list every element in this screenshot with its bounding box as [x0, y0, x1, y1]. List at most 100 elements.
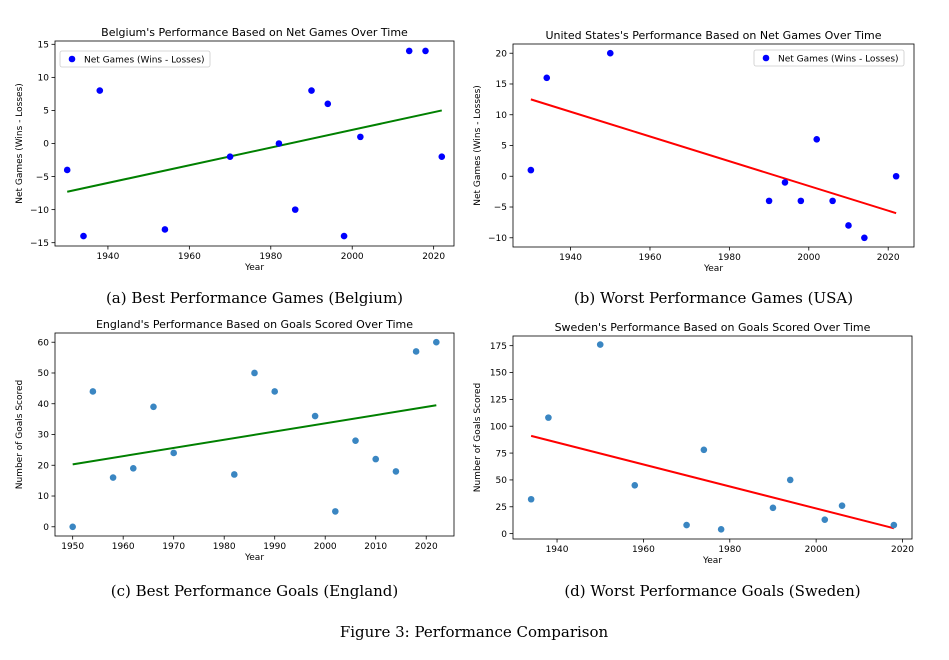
chart-d-data-point — [769, 504, 777, 512]
chart-d-trend-line — [530, 434, 895, 530]
chart-a-data-point — [357, 133, 364, 141]
chart-a-x-tick-label: 1960 — [178, 252, 201, 262]
chart-a-x-tick-label: 2020 — [422, 252, 445, 262]
chart-b-x-axis-label: Year — [703, 264, 723, 274]
chart-d-x-tick-label: 2000 — [805, 545, 828, 555]
chart-d-data-point — [717, 526, 725, 533]
chart-c-data-point — [311, 412, 319, 420]
chart-a-legend: Net Games (Wins - Losses) — [59, 50, 211, 68]
chart-c-data-point — [89, 388, 97, 395]
chart-b-data-point — [797, 197, 805, 205]
chart-d-data-point — [786, 476, 794, 484]
chart-c-data-point — [271, 388, 279, 395]
chart-d: 1940 1960 1980 2000 2020 0 25 50 75 100 125 150 175 S… — [473, 321, 914, 600]
chart-d-x-tick-label: 2020 — [891, 545, 914, 555]
chart-b-x-tick-label: 1960 — [639, 253, 662, 263]
chart-b-data-point — [781, 179, 789, 186]
chart-a-y-tick-label: 0 — [43, 140, 49, 150]
chart-d-x-tick-label: 1980 — [718, 545, 741, 555]
chart-b-title: United States's Performance Based on Net… — [545, 29, 881, 42]
chart-c-x-tick-label: 1950 — [61, 542, 84, 552]
chart-b-y-tick-label: 15 — [496, 80, 507, 90]
chart-a-x-axis-label: Year — [244, 263, 264, 273]
chart-d-y-tick-label: 50 — [496, 476, 508, 486]
chart-a-data-point — [291, 206, 299, 213]
chart-a-data-point — [80, 232, 87, 240]
figure-caption: Figure 3: Performance Comparison — [340, 623, 609, 641]
chart-b-y-tick-label: 0 — [501, 172, 507, 182]
chart-c-data-point — [433, 338, 440, 346]
chart-a-plot-frame — [54, 40, 455, 247]
chart-c-y-tick-label: 60 — [38, 338, 50, 348]
chart-b-data-point — [829, 197, 836, 205]
chart-a-caption: (a) Best Performance Games (Belgium) — [106, 289, 403, 307]
chart-a-data-point — [96, 87, 104, 94]
chart-a: 1940 1960 1980 2000 2020 −15 −10 −5 0 5 10 15 Belgiu… — [15, 26, 455, 307]
chart-c: 1950 1960 1970 1980 1990 2000 2010 2020 0 10 20 30 4… — [15, 318, 455, 600]
chart-c-data-point — [352, 437, 359, 444]
chart-b-data-point — [861, 234, 868, 242]
chart-b-data-point — [813, 136, 821, 143]
chart-b-trend-line — [530, 98, 897, 215]
chart-a-data-point — [405, 47, 413, 55]
chart-d-y-tick-label: 0 — [501, 530, 507, 540]
chart-a-data-point — [324, 100, 332, 108]
chart-c-data-point — [170, 449, 177, 457]
chart-c-data-point — [372, 455, 380, 463]
chart-c-x-tick-label: 2010 — [364, 542, 387, 552]
chart-c-data-point — [69, 523, 76, 531]
chart-c-trend-line — [72, 404, 437, 466]
chart-d-data-point — [596, 341, 604, 348]
chart-c-data-point — [230, 471, 238, 478]
chart-d-y-tick-label: 150 — [490, 369, 507, 379]
chart-b-data-point — [543, 74, 551, 82]
chart-c-data-point — [129, 465, 137, 472]
chart-d-title: Sweden's Performance Based on Goals Scor… — [555, 321, 871, 334]
chart-b-y-tick-label: 20 — [496, 49, 508, 59]
chart-b-y-tick-label: −5 — [494, 203, 507, 213]
chart-b-data-point — [765, 197, 773, 205]
chart-a-y-tick-label: 10 — [38, 74, 50, 84]
chart-d-data-point — [545, 414, 552, 421]
chart-b-y-axis-label: Net Games (Wins - Losses) — [473, 85, 483, 206]
chart-d-y-tick-label: 100 — [490, 422, 507, 432]
chart-d-plot-frame — [512, 335, 913, 540]
chart-c-data-point — [150, 403, 157, 411]
chart-a-x-tick-label: 1980 — [259, 252, 282, 262]
chart-a-data-point — [226, 153, 234, 161]
chart-a-legend-frame — [59, 50, 211, 68]
chart-a-data-point — [422, 47, 429, 55]
chart-c-x-tick-label: 1970 — [162, 542, 185, 552]
chart-d-x-tick-label: 1940 — [546, 545, 569, 555]
chart-d-x-tick-label: 1960 — [632, 545, 655, 555]
chart-a-y-tick-label: −10 — [30, 206, 49, 216]
chart-a-legend-label: Net Games (Wins - Losses) — [84, 55, 205, 65]
chart-c-title: England's Performance Based on Goals Sco… — [96, 318, 413, 331]
chart-d-data-point — [700, 446, 708, 454]
chart-a-y-tick-label: 5 — [43, 107, 49, 117]
chart-c-data-point — [251, 369, 258, 377]
chart-d-data-point — [527, 495, 535, 503]
chart-a-trend-line — [67, 109, 442, 193]
chart-d-data-point — [838, 502, 846, 510]
chart-b-legend-marker — [762, 54, 770, 62]
chart-a-y-tick-label: 15 — [38, 41, 49, 51]
chart-a-legend-marker — [68, 55, 76, 63]
chart-a-data-point — [308, 87, 315, 94]
chart-c-data-point — [109, 474, 117, 481]
chart-b-data-point — [892, 172, 900, 180]
chart-c-x-tick-label: 2020 — [415, 542, 438, 552]
chart-b-x-tick-label: 2000 — [797, 253, 820, 263]
chart-b-legend-label: Net Games (Wins - Losses) — [778, 54, 899, 64]
chart-d-y-axis-label: Number of Goals Scored — [473, 383, 483, 493]
chart-c-y-tick-label: 10 — [38, 492, 50, 502]
chart-c-y-tick-label: 30 — [38, 431, 50, 441]
chart-a-data-point — [438, 153, 446, 161]
chart-b-data-point — [845, 222, 852, 229]
chart-b-legend: Net Games (Wins - Losses) — [753, 49, 905, 67]
chart-b-caption: (b) Worst Performance Games (USA) — [574, 289, 853, 307]
chart-c-caption: (c) Best Performance Goals (England) — [111, 582, 399, 600]
chart-c-data-point — [392, 468, 400, 475]
chart-d-data-point — [821, 516, 829, 523]
